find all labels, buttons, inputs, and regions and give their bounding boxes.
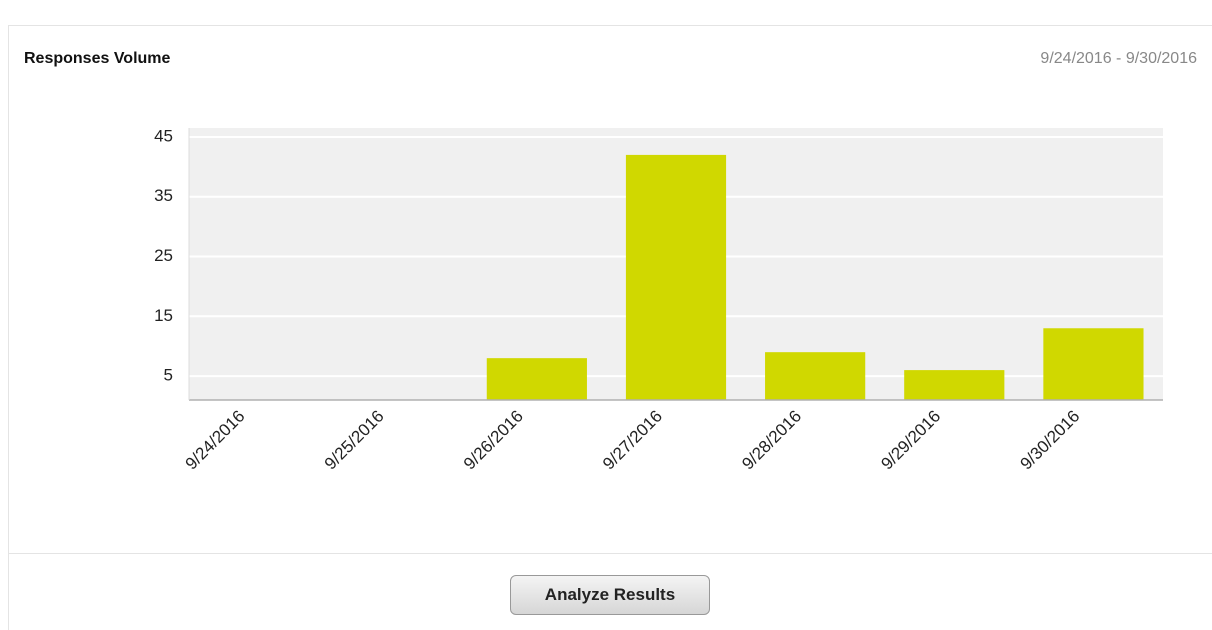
bar bbox=[486, 358, 587, 400]
x-tick-label: 9/25/2016 bbox=[321, 407, 388, 474]
y-tick-label: 25 bbox=[154, 246, 173, 265]
bar bbox=[904, 370, 1005, 400]
chart: 5 15 25 35 45 9/24/2016 9/25/2016 9/26/2016 9/27… bbox=[154, 126, 1163, 474]
y-tick-label: 35 bbox=[154, 186, 173, 205]
divider bbox=[8, 25, 9, 630]
bar bbox=[1043, 328, 1144, 400]
x-tick-label: 9/29/2016 bbox=[877, 407, 944, 474]
divider bbox=[8, 553, 1212, 554]
divider bbox=[8, 25, 1212, 26]
y-tick-label: 15 bbox=[154, 306, 173, 325]
y-tick-label: 45 bbox=[154, 126, 173, 145]
panel-title: Responses Volume bbox=[24, 50, 171, 67]
date-range: 9/24/2016 - 9/30/2016 bbox=[1040, 50, 1197, 67]
x-tick-label: 9/26/2016 bbox=[460, 407, 527, 474]
x-tick-label: 9/28/2016 bbox=[738, 407, 805, 474]
x-tick-label: 9/30/2016 bbox=[1017, 407, 1084, 474]
x-tick-label: 9/27/2016 bbox=[599, 407, 666, 474]
x-tick-label: 9/24/2016 bbox=[182, 407, 249, 474]
bar bbox=[625, 154, 727, 400]
bar bbox=[765, 352, 866, 400]
y-tick-label: 5 bbox=[164, 366, 173, 385]
analyze-button[interactable]: Analyze Results bbox=[510, 575, 710, 615]
